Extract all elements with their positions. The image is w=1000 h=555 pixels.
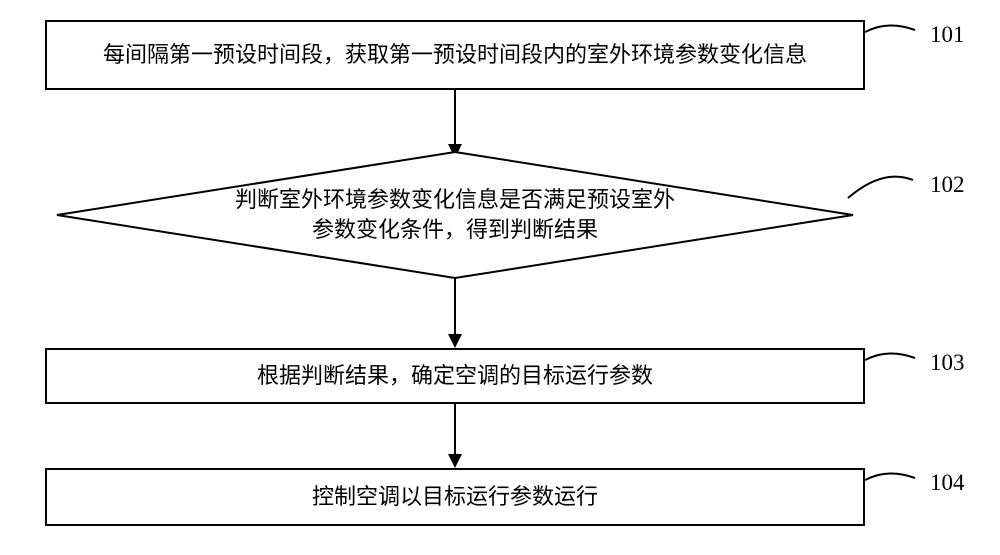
step3-callout (860, 348, 930, 388)
step4-text: 控制空调以目标运行参数运行 (312, 482, 598, 512)
step2-text: 判断室外环境参数变化信息是否满足预设室外参数变化条件，得到判断结果 (225, 185, 685, 244)
step4-label: 104 (930, 470, 965, 496)
step1-label: 101 (930, 22, 965, 48)
step2-callout (843, 168, 923, 208)
step3-text: 根据判断结果，确定空调的目标运行参数 (257, 361, 653, 391)
step1-box: 每间隔第一预设时间段，获取第一预设时间段内的室外环境参数变化信息 (45, 20, 865, 90)
step1-text: 每间隔第一预设时间段，获取第一预设时间段内的室外环境参数变化信息 (103, 40, 807, 70)
arrow-3 (445, 404, 465, 470)
step1-callout (860, 20, 930, 60)
step4-callout (860, 468, 930, 508)
arrow-2 (445, 278, 465, 350)
flowchart-canvas: 每间隔第一预设时间段，获取第一预设时间段内的室外环境参数变化信息 101 判断室… (0, 0, 1000, 555)
step2-diamond: 判断室外环境参数变化信息是否满足预设室外参数变化条件，得到判断结果 (55, 150, 855, 280)
step3-label: 103 (930, 350, 965, 376)
step2-label: 102 (930, 172, 965, 198)
step3-box: 根据判断结果，确定空调的目标运行参数 (45, 348, 865, 404)
step4-box: 控制空调以目标运行参数运行 (45, 468, 865, 526)
